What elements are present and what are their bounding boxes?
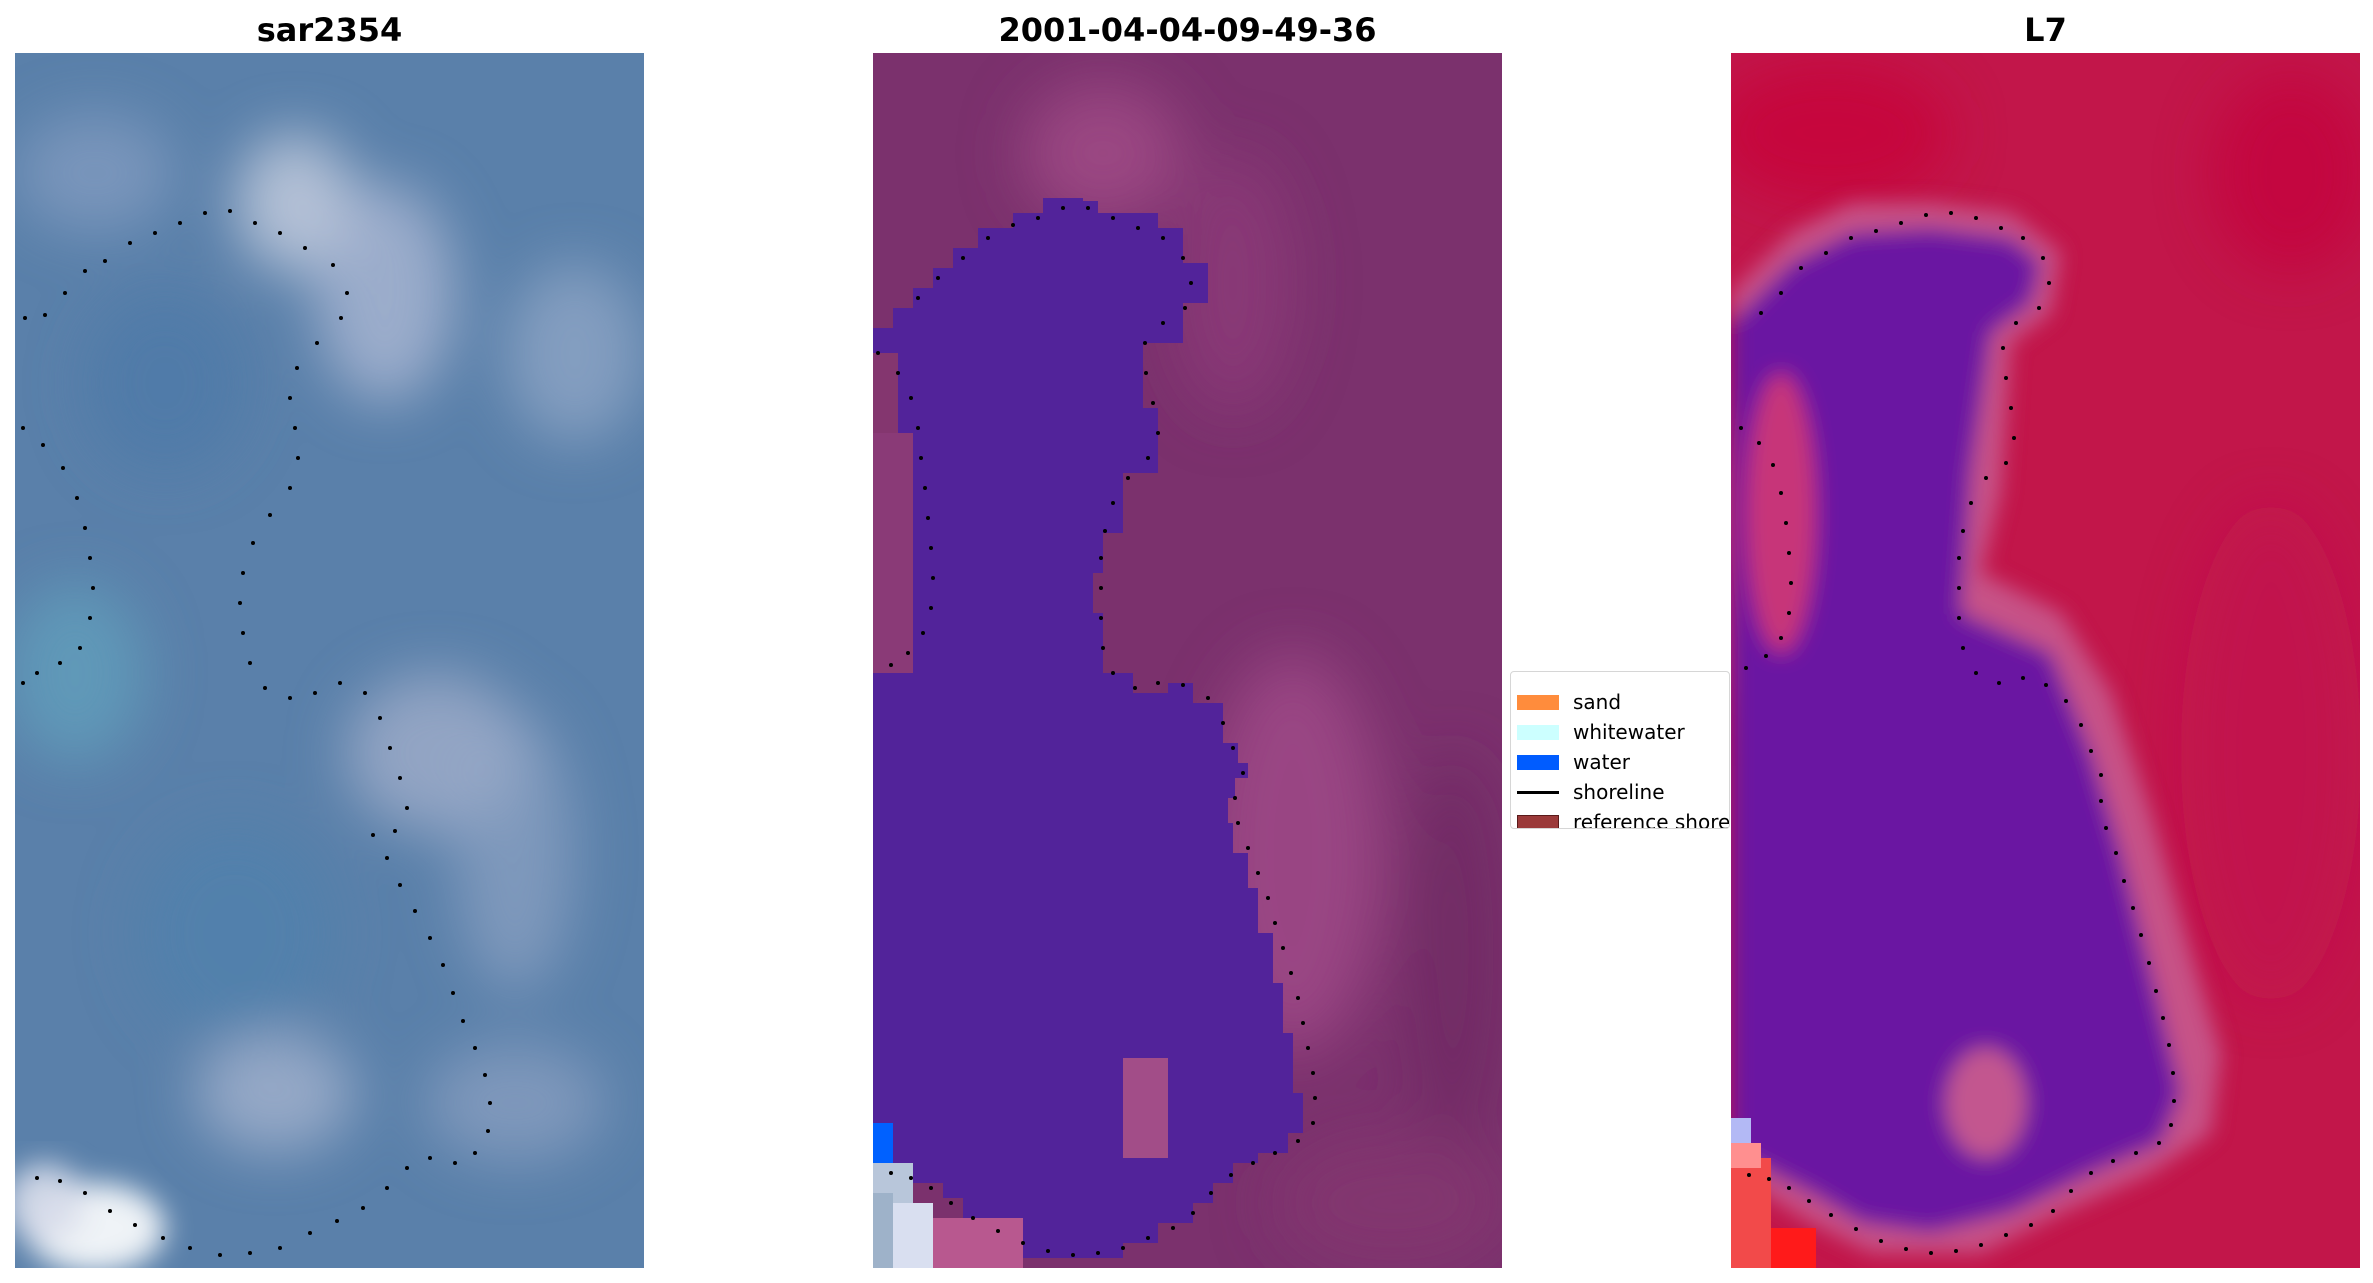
legend-label-shoreline: shoreline xyxy=(1573,780,1665,804)
legend-item-water: water xyxy=(1517,749,1630,775)
shoreline-points xyxy=(1739,211,2176,1255)
panel-title-index: L7 xyxy=(2024,11,2067,49)
legend: sand whitewater water shoreline referenc… xyxy=(1510,671,1730,829)
legend-item-reference-shoreline: reference shoreline xyxy=(1517,809,1730,829)
panel-title-rgb: sar2354 xyxy=(256,11,403,49)
legend-label-reference-shoreline: reference shoreline xyxy=(1573,810,1730,829)
legend-item-shoreline: shoreline xyxy=(1517,779,1665,805)
legend-swatch-shoreline xyxy=(1517,790,1559,794)
index-image xyxy=(1731,53,2360,1268)
legend-label-whitewater: whitewater xyxy=(1573,720,1685,744)
rgb-image xyxy=(15,53,644,1268)
legend-swatch-whitewater xyxy=(1517,724,1559,740)
legend-swatch-sand xyxy=(1517,694,1559,710)
shoreline-points xyxy=(876,206,1317,1257)
classified-image xyxy=(873,53,1502,1268)
legend-swatch-reference-shoreline xyxy=(1517,814,1559,828)
index-image-panel xyxy=(1731,53,2360,1268)
shoreline-points xyxy=(21,209,492,1257)
classified-water-region xyxy=(873,198,1303,1258)
rgb-image-panel xyxy=(15,53,644,1268)
legend-label-water: water xyxy=(1573,750,1630,774)
legend-label-sand: sand xyxy=(1573,690,1622,714)
legend-swatch-water xyxy=(1517,754,1559,770)
legend-item-whitewater: whitewater xyxy=(1517,719,1685,745)
classified-image-panel xyxy=(873,53,1502,1268)
panel-title-classified: 2001-04-04-09-49-36 xyxy=(998,11,1377,49)
legend-item-sand: sand xyxy=(1517,689,1621,715)
